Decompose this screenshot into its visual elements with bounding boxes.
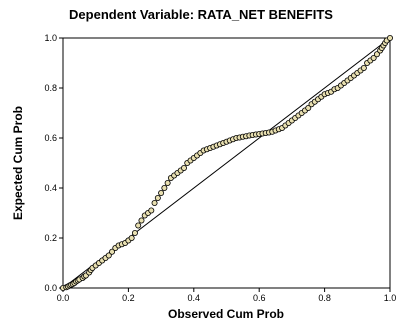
x-tick-label: 0.6: [253, 293, 266, 303]
data-point: [386, 35, 393, 42]
plot-frame: [62, 37, 391, 289]
x-tick-label: 0.0: [57, 293, 70, 303]
y-tick-label: 0.4: [44, 183, 57, 193]
y-tick-label: 0.0: [44, 283, 57, 293]
y-tick-label: 0.6: [44, 133, 57, 143]
data-point: [370, 55, 377, 62]
x-tick-label: 0.2: [122, 293, 135, 303]
x-axis-ticks: 0.0 0.2 0.4 0.6 0.8 1.0: [57, 288, 397, 303]
data-point: [373, 51, 380, 58]
y-tick-label: 0.2: [44, 233, 57, 243]
data-point: [138, 217, 145, 224]
chart-title: Dependent Variable: RATA_NET BENEFITS: [69, 7, 333, 22]
data-point: [109, 248, 116, 255]
data-point: [161, 184, 168, 191]
data-point: [135, 222, 142, 229]
data-point: [105, 252, 112, 259]
y-axis-ticks: 0.0 0.2 0.4 0.6 0.8 1.0: [44, 33, 63, 293]
y-axis-label: Expected Cum Prob: [11, 106, 25, 220]
x-tick-label: 1.0: [384, 293, 397, 303]
data-point: [148, 207, 155, 214]
data-point: [164, 179, 171, 186]
x-axis-label: Observed Cum Prob: [168, 307, 284, 321]
data-point: [128, 234, 135, 241]
data-point: [158, 189, 165, 196]
data-point: [305, 105, 312, 112]
y-tick-label: 0.8: [44, 83, 57, 93]
x-tick-label: 0.8: [318, 293, 331, 303]
data-point: [131, 229, 138, 236]
data-points: [60, 35, 393, 291]
data-point: [154, 194, 161, 201]
y-tick-label: 1.0: [44, 33, 57, 43]
data-point: [151, 199, 158, 206]
data-point: [180, 164, 187, 171]
x-tick-label: 0.4: [188, 293, 201, 303]
data-point: [360, 65, 367, 72]
